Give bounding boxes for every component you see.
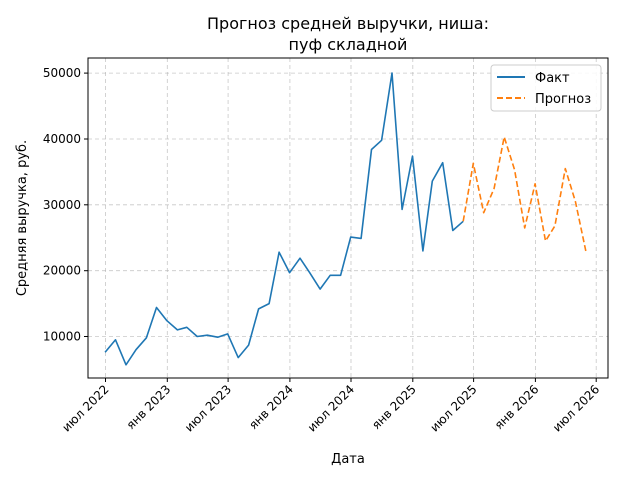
- legend-label-forecast: Прогноз: [535, 92, 591, 107]
- chart-title-line-1: Прогноз средней выручки, ниша:: [207, 14, 489, 33]
- legend-label-fact: Факт: [535, 71, 570, 86]
- y-tick-label: 50000: [43, 66, 81, 80]
- chart-title-line-2: пуф складной: [289, 35, 408, 54]
- x-tick-label: янв 2023: [124, 382, 174, 432]
- y-tick-label: 30000: [43, 198, 81, 212]
- legend: Факт Прогноз: [490, 64, 602, 112]
- grid: [88, 58, 608, 378]
- x-tick-label: июл 2026: [550, 382, 602, 434]
- x-tick-label: июл 2025: [427, 382, 479, 434]
- y-tick-label: 40000: [43, 132, 81, 146]
- x-axis-label: Дата: [331, 452, 365, 467]
- y-axis: 10000 20000 30000 40000 50000: [43, 66, 88, 344]
- x-axis: июл 2022 янв 2023 июл 2023 янв 2024 июл 2024…: [59, 378, 602, 435]
- series-line: [462, 136, 587, 252]
- x-tick-label: янв 2025: [369, 382, 419, 432]
- x-tick-label: янв 2026: [492, 382, 542, 432]
- x-tick-label: июл 2024: [305, 382, 357, 434]
- y-tick-label: 10000: [43, 330, 81, 344]
- y-tick-label: 20000: [43, 264, 81, 278]
- plot-area-frame: [87, 57, 609, 379]
- x-tick-label: июл 2023: [182, 382, 234, 434]
- x-tick-label: июл 2022: [59, 382, 111, 434]
- x-tick-label: янв 2024: [246, 382, 296, 432]
- series-line: [104, 72, 464, 366]
- series-lines: [104, 72, 587, 366]
- y-axis-label: Средняя выручка, руб.: [15, 140, 30, 296]
